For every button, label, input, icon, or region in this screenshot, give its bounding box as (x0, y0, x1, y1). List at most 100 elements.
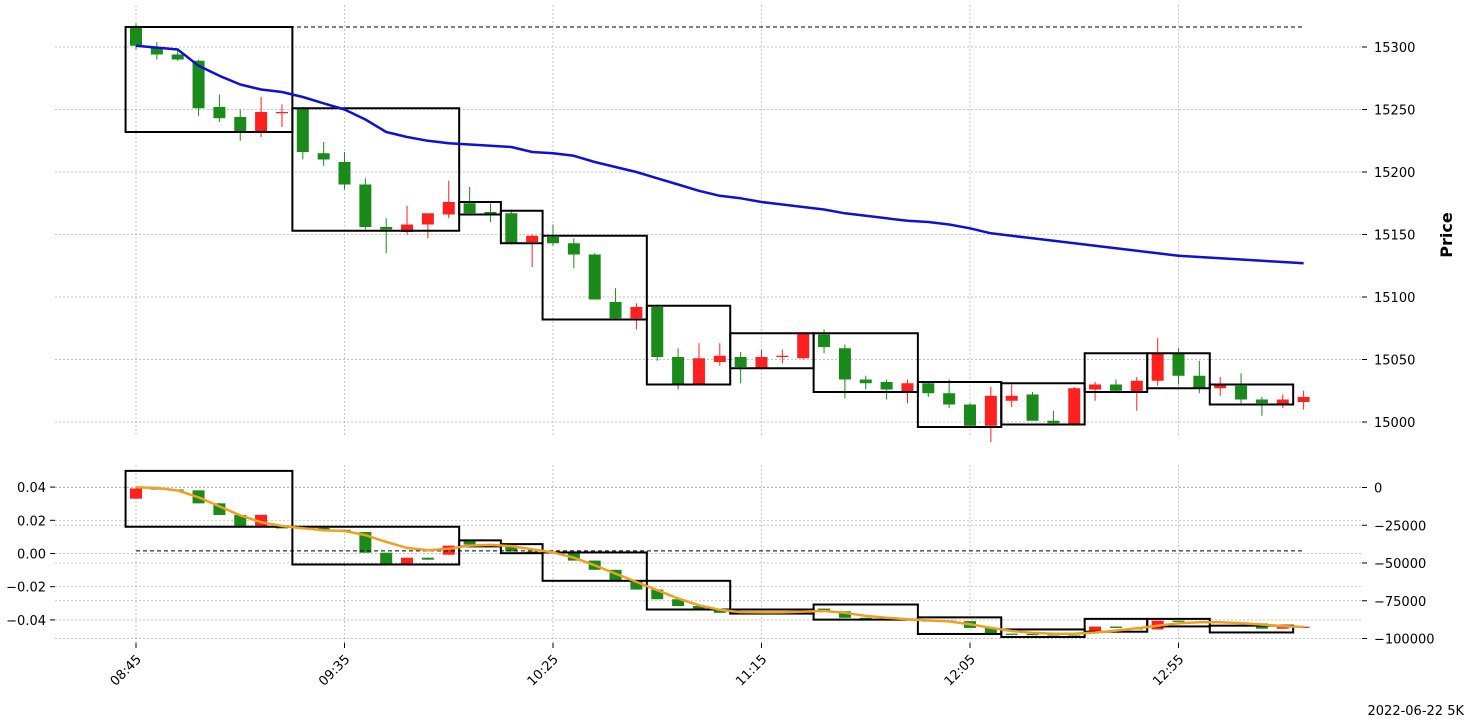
ind-candle-41 (984, 627, 997, 634)
ind-right-tick-label-4: 0 (1374, 482, 1382, 497)
price-candle-50 (1172, 353, 1185, 376)
xtick-label-5: 12:55 (1150, 652, 1187, 689)
price-candle-1 (150, 47, 163, 55)
price-candle-18 (505, 213, 518, 244)
price-ytick-label-1: 15050 (1374, 354, 1415, 369)
price-box-0 (124, 26, 294, 133)
price-candle-42 (1005, 395, 1018, 401)
ind-candle-56 (1297, 626, 1310, 628)
ind-candle-28 (713, 609, 726, 613)
price-candle-53 (1235, 385, 1248, 400)
ind-candle-16 (463, 540, 476, 545)
price-panel (124, 23, 1310, 442)
xtick-label-3: 11:15 (733, 652, 770, 689)
price-ytick-label-6: 15300 (1374, 41, 1415, 56)
price-candle-0 (130, 27, 142, 46)
xtick-label-0: 08:45 (108, 652, 145, 689)
price-candle-36 (880, 382, 893, 390)
ind-candle-25 (651, 589, 664, 600)
ind-candle-0 (130, 488, 142, 499)
price-candle-3 (192, 60, 205, 109)
price-axis-label: Price (1437, 212, 1456, 258)
price-box-2 (458, 201, 502, 216)
ind-box-4 (541, 551, 648, 582)
price-box-1 (291, 107, 461, 232)
ind-left-tick-label-3: 0.02 (17, 514, 46, 529)
price-candle-8 (296, 108, 309, 152)
price-candle-27 (692, 358, 705, 385)
ind-candle-19 (526, 551, 539, 553)
price-candle-7 (275, 112, 288, 114)
ind-candle-35 (859, 617, 872, 620)
ind-candle-50 (1172, 620, 1185, 622)
ind-box-3 (499, 543, 544, 555)
ind-candle-23 (609, 569, 622, 581)
price-candle-21 (567, 243, 580, 255)
price-candle-46 (1089, 384, 1102, 390)
price-candle-44 (1047, 420, 1060, 424)
ind-candle-27 (692, 606, 705, 610)
price-box-11 (1146, 352, 1211, 390)
price-candle-55 (1276, 399, 1289, 405)
ind-candle-15 (442, 545, 455, 555)
price-candle-19 (526, 235, 539, 242)
ind-candle-24 (630, 580, 643, 590)
price-candle-6 (255, 112, 268, 132)
grid (55, 5, 1362, 643)
ind-left-tick-label-1: −0.02 (6, 581, 46, 596)
price-candle-14 (421, 213, 434, 225)
price-candle-32 (797, 333, 810, 359)
ind-left-tick-label-2: 0.00 (17, 548, 46, 563)
ind-box-12 (1208, 624, 1295, 634)
price-candle-31 (776, 355, 789, 357)
price-candle-49 (1151, 353, 1164, 381)
ind-right-tick-label-3: −25000 (1374, 519, 1426, 534)
ind-candle-14 (421, 557, 434, 560)
ind-box-1 (291, 525, 461, 566)
price-candle-54 (1255, 399, 1268, 404)
price-candle-26 (672, 357, 685, 385)
price-candle-20 (547, 237, 559, 244)
ind-box-8 (916, 616, 1003, 635)
xtick-label-1: 09:35 (316, 652, 353, 689)
price-candle-30 (755, 357, 768, 369)
price-candle-28 (713, 355, 726, 362)
price-candle-23 (609, 302, 622, 319)
price-candle-13 (401, 224, 414, 232)
price-candle-4 (213, 107, 226, 119)
price-candle-39 (943, 393, 956, 405)
price-candle-34 (838, 348, 851, 380)
price-candle-45 (1068, 388, 1081, 425)
price-candle-47 (1109, 384, 1122, 391)
price-ytick-label-5: 15250 (1374, 104, 1415, 119)
ind-right-tick-label-1: −75000 (1374, 595, 1426, 610)
ind-candle-42 (1005, 633, 1018, 635)
price-candle-10 (338, 162, 351, 185)
ind-right-tick-label-0: −100000 (1374, 633, 1435, 648)
ind-right-tick-label-2: −50000 (1374, 557, 1426, 572)
moving-average-line (135, 44, 1304, 265)
price-candle-56 (1297, 397, 1310, 402)
price-candle-15 (442, 202, 455, 215)
axes: 15000 15050 15100 15150 15200 15250 15300 −1000… (6, 41, 1434, 689)
price-box-12 (1208, 383, 1295, 406)
indicator-panel (124, 469, 1310, 638)
ind-box-0 (124, 469, 294, 528)
ind-left-tick-label-4: 0.04 (17, 481, 46, 496)
price-candle-33 (818, 334, 831, 347)
price-box-9 (1000, 382, 1086, 426)
ind-candle-18 (505, 546, 518, 552)
price-candle-24 (630, 307, 643, 319)
xtick-label-2: 10:25 (525, 652, 562, 689)
ind-candle-7 (275, 527, 288, 529)
price-candle-48 (1130, 380, 1143, 392)
price-candle-25 (651, 307, 664, 357)
ind-box-5 (645, 579, 732, 611)
ind-candle-4 (213, 503, 226, 515)
price-candle-43 (1026, 394, 1039, 421)
price-candle-9 (317, 153, 330, 160)
price-candle-17 (484, 212, 497, 215)
price-ytick-label-4: 15200 (1374, 166, 1415, 181)
price-ytick-label-2: 15100 (1374, 291, 1415, 306)
